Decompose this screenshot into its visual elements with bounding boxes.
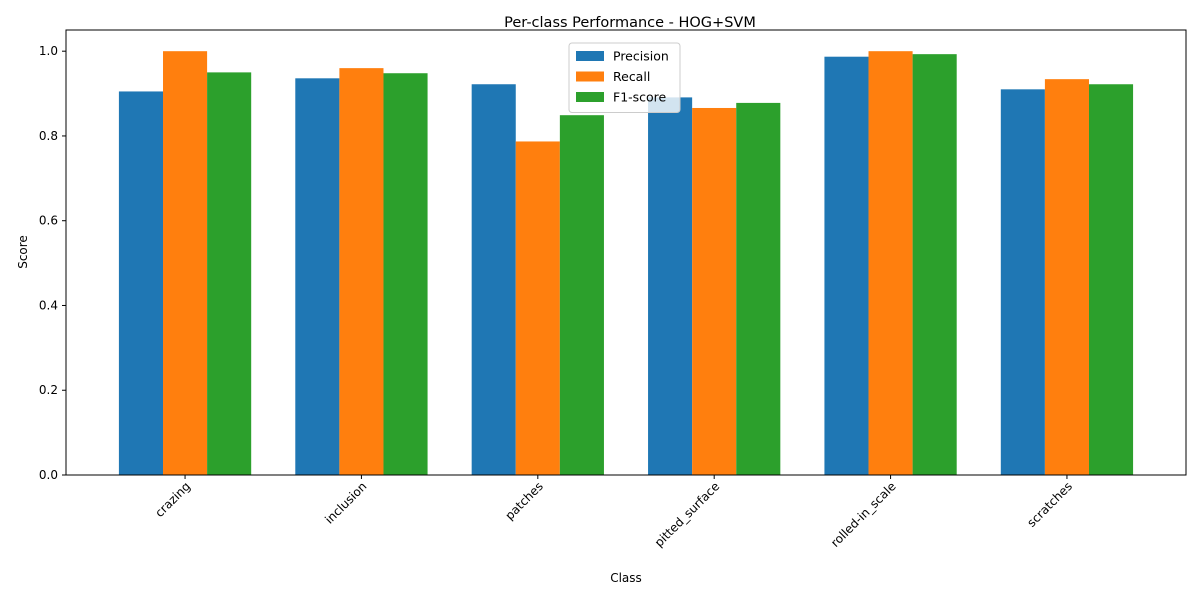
y-axis: 0.0 0.2 0.4 0.6 0.8 1.0 bbox=[39, 44, 66, 482]
y-tick-label: 0.2 bbox=[39, 383, 58, 397]
bar-precision-patches bbox=[471, 84, 516, 475]
y-tick-label: 0.8 bbox=[39, 129, 58, 143]
bar-recall-pitted-surface bbox=[692, 107, 737, 475]
legend-swatch bbox=[576, 51, 604, 61]
x-tick-label: pitted_surface bbox=[652, 479, 723, 550]
bar-recall-rolled-in-scale bbox=[868, 51, 913, 475]
bar-precision-crazing bbox=[118, 91, 163, 475]
bar-precision-pitted-surface bbox=[648, 97, 693, 475]
legend-label: Precision bbox=[613, 49, 669, 64]
x-tick-label: crazing bbox=[152, 479, 193, 520]
chart-title: Per-class Performance - HOG+SVM bbox=[504, 15, 756, 31]
x-tick-label: rolled-in_scale bbox=[828, 479, 899, 550]
legend-swatch bbox=[576, 92, 604, 102]
legend-swatch bbox=[576, 71, 604, 82]
y-tick-label: 0.4 bbox=[39, 298, 58, 312]
plot-frame bbox=[65, 29, 1187, 476]
bar-precision-scratches bbox=[1000, 89, 1045, 475]
y-tick-label: 0.6 bbox=[39, 214, 58, 228]
x-tick-label: inclusion bbox=[322, 479, 369, 526]
bar-recall-scratches bbox=[1044, 79, 1089, 475]
y-axis-title: Score bbox=[16, 235, 30, 269]
bar-f1-score-scratches bbox=[1088, 84, 1134, 475]
x-axis: crazing inclusion patches pitted_surface rol… bbox=[152, 475, 1075, 550]
y-tick-label: 1.0 bbox=[39, 44, 58, 58]
bar-precision-rolled-in-scale bbox=[824, 56, 869, 475]
bar-recall-patches bbox=[515, 141, 560, 475]
bar-recall-inclusion bbox=[339, 68, 384, 475]
x-axis-title: Class bbox=[610, 571, 642, 585]
bars-layer bbox=[118, 51, 1134, 476]
x-tick-label: patches bbox=[502, 479, 545, 522]
legend: Precision Recall F1-score bbox=[568, 42, 681, 113]
bar-f1-score-rolled-in-scale bbox=[912, 54, 957, 475]
y-tick-label: 0.0 bbox=[39, 468, 58, 482]
bar-precision-inclusion bbox=[295, 78, 340, 475]
bar-f1-score-patches bbox=[559, 115, 604, 475]
bar-f1-score-inclusion bbox=[383, 73, 428, 475]
bar-f1-score-pitted-surface bbox=[736, 102, 781, 476]
bar-recall-crazing bbox=[163, 51, 208, 475]
x-tick-label: scratches bbox=[1024, 479, 1075, 530]
bar-f1-score-crazing bbox=[207, 72, 252, 475]
legend-label: F1-score bbox=[613, 90, 667, 105]
legend-label: Recall bbox=[613, 69, 650, 84]
